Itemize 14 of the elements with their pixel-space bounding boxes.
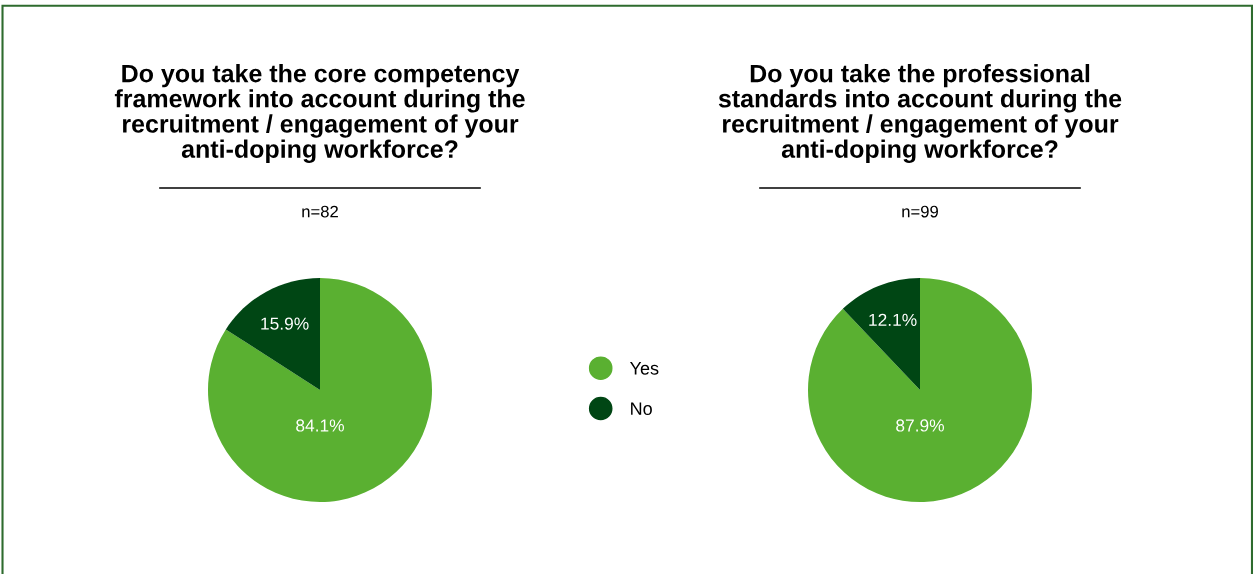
- data-label: 84.1%: [296, 419, 344, 432]
- chart-title: Do you take the professional standards into account during the recruitment / engagement of your anti-doping workforce?: [718, 64, 1122, 163]
- pie-slice: [225, 278, 320, 390]
- legend-label: Yes: [629, 362, 659, 375]
- data-label: 87.9%: [896, 419, 944, 432]
- data-label: 12.1%: [869, 313, 917, 326]
- chart-title: Do you take the core competency framework into account during the recruitment / engagement of your anti-doping workforce?: [114, 64, 525, 163]
- chart-subtitle: n=82: [302, 205, 338, 218]
- chart-subtitle: n=99: [902, 205, 938, 218]
- pie-slice: [808, 278, 1032, 502]
- pie-slice: [208, 278, 432, 502]
- legend-label: No: [631, 402, 652, 415]
- pie-slice: [842, 278, 920, 390]
- data-label: 15.9%: [261, 317, 309, 330]
